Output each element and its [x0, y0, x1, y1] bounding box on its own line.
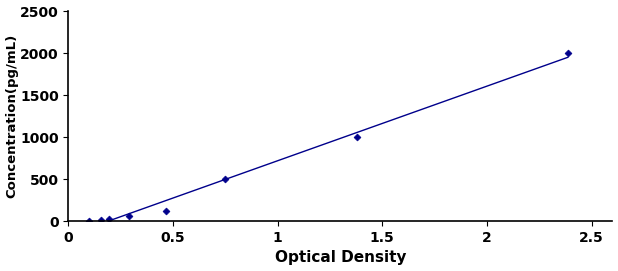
X-axis label: Optical Density: Optical Density [274, 250, 406, 265]
Y-axis label: Concentration(pg/mL): Concentration(pg/mL) [6, 34, 19, 198]
